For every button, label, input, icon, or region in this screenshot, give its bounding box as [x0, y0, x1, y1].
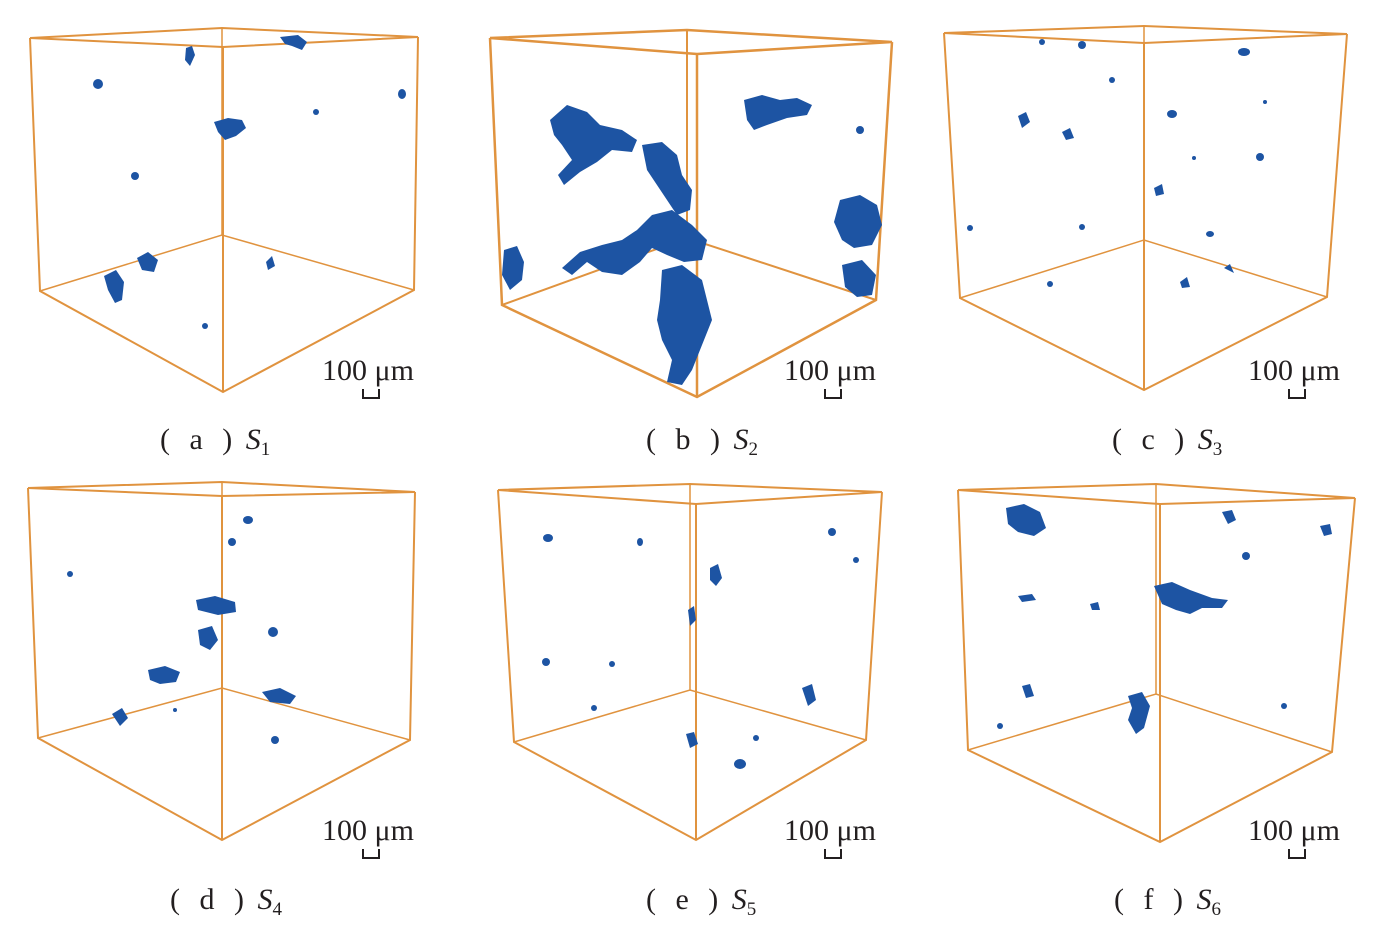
scale-bar-label: 100 μm [322, 814, 414, 847]
cube-render-d [27, 480, 416, 842]
cube-frame [29, 26, 419, 394]
caption-symbol: S [731, 883, 747, 916]
caption-subscript: 4 [272, 899, 282, 920]
scale-bar [824, 849, 842, 859]
scale-bar-label: 100 μm [1248, 814, 1340, 847]
caption-symbol: S [733, 423, 749, 456]
caption-subscript: 5 [746, 899, 757, 920]
panel-a: 100 μm ( a ) S1 [0, 0, 440, 460]
cube-render-f [957, 482, 1356, 844]
caption-label: ( b ) [646, 423, 726, 456]
cube-render-c [943, 24, 1348, 392]
pore-clusters [67, 516, 296, 744]
caption-label: ( c ) [1112, 423, 1191, 456]
cube-frame [943, 24, 1348, 392]
caption-symbol: S [245, 423, 261, 456]
panel-b: 100 μm ( b ) S2 [462, 0, 902, 460]
caption-subscript: 2 [748, 439, 758, 460]
pore-clusters [967, 39, 1267, 288]
cube-frame [957, 482, 1356, 844]
scale-bar [1288, 849, 1306, 859]
panel-d: 100 μm ( d ) S4 [0, 470, 440, 930]
caption-symbol: S [1196, 883, 1212, 916]
caption-d: ( d ) S4 [170, 883, 282, 920]
panel-e: 100 μm ( e ) S5 [462, 470, 902, 930]
caption-c: ( c ) S3 [1112, 423, 1223, 460]
scale-bar-label: 100 μm [322, 354, 414, 387]
cube-render-b [488, 28, 894, 399]
scale-bar [1288, 389, 1306, 399]
pore-clusters [997, 504, 1332, 734]
cube-frame [497, 482, 883, 842]
panel-f: 100 μm ( f ) S6 [932, 470, 1372, 930]
panel-c: 100 μm ( c ) S3 [932, 0, 1372, 460]
pore-clusters [502, 95, 882, 385]
scale-bar [824, 389, 842, 399]
cube-render-e [497, 482, 883, 842]
caption-subscript: 1 [260, 439, 271, 460]
pore-clusters [93, 35, 406, 329]
caption-label: ( e ) [646, 883, 725, 916]
caption-subscript: 6 [1211, 899, 1221, 920]
caption-subscript: 3 [1212, 439, 1223, 460]
caption-label: ( f ) [1114, 883, 1189, 916]
caption-f: ( f ) S6 [1114, 883, 1221, 920]
caption-e: ( e ) S5 [646, 883, 757, 920]
caption-label: ( a ) [160, 423, 239, 456]
scale-bar-label: 100 μm [784, 814, 876, 847]
scale-bar-label: 100 μm [784, 354, 876, 387]
caption-b: ( b ) S2 [646, 423, 758, 460]
cube-render-a [29, 26, 419, 394]
caption-a: ( a ) S1 [160, 423, 271, 460]
scale-bar [362, 849, 380, 859]
scale-bar [362, 389, 380, 399]
pore-clusters [542, 528, 859, 769]
scale-bar-label: 100 μm [1248, 354, 1340, 387]
caption-symbol: S [257, 883, 273, 916]
cube-frame [27, 480, 416, 842]
caption-label: ( d ) [170, 883, 250, 916]
caption-symbol: S [1197, 423, 1213, 456]
